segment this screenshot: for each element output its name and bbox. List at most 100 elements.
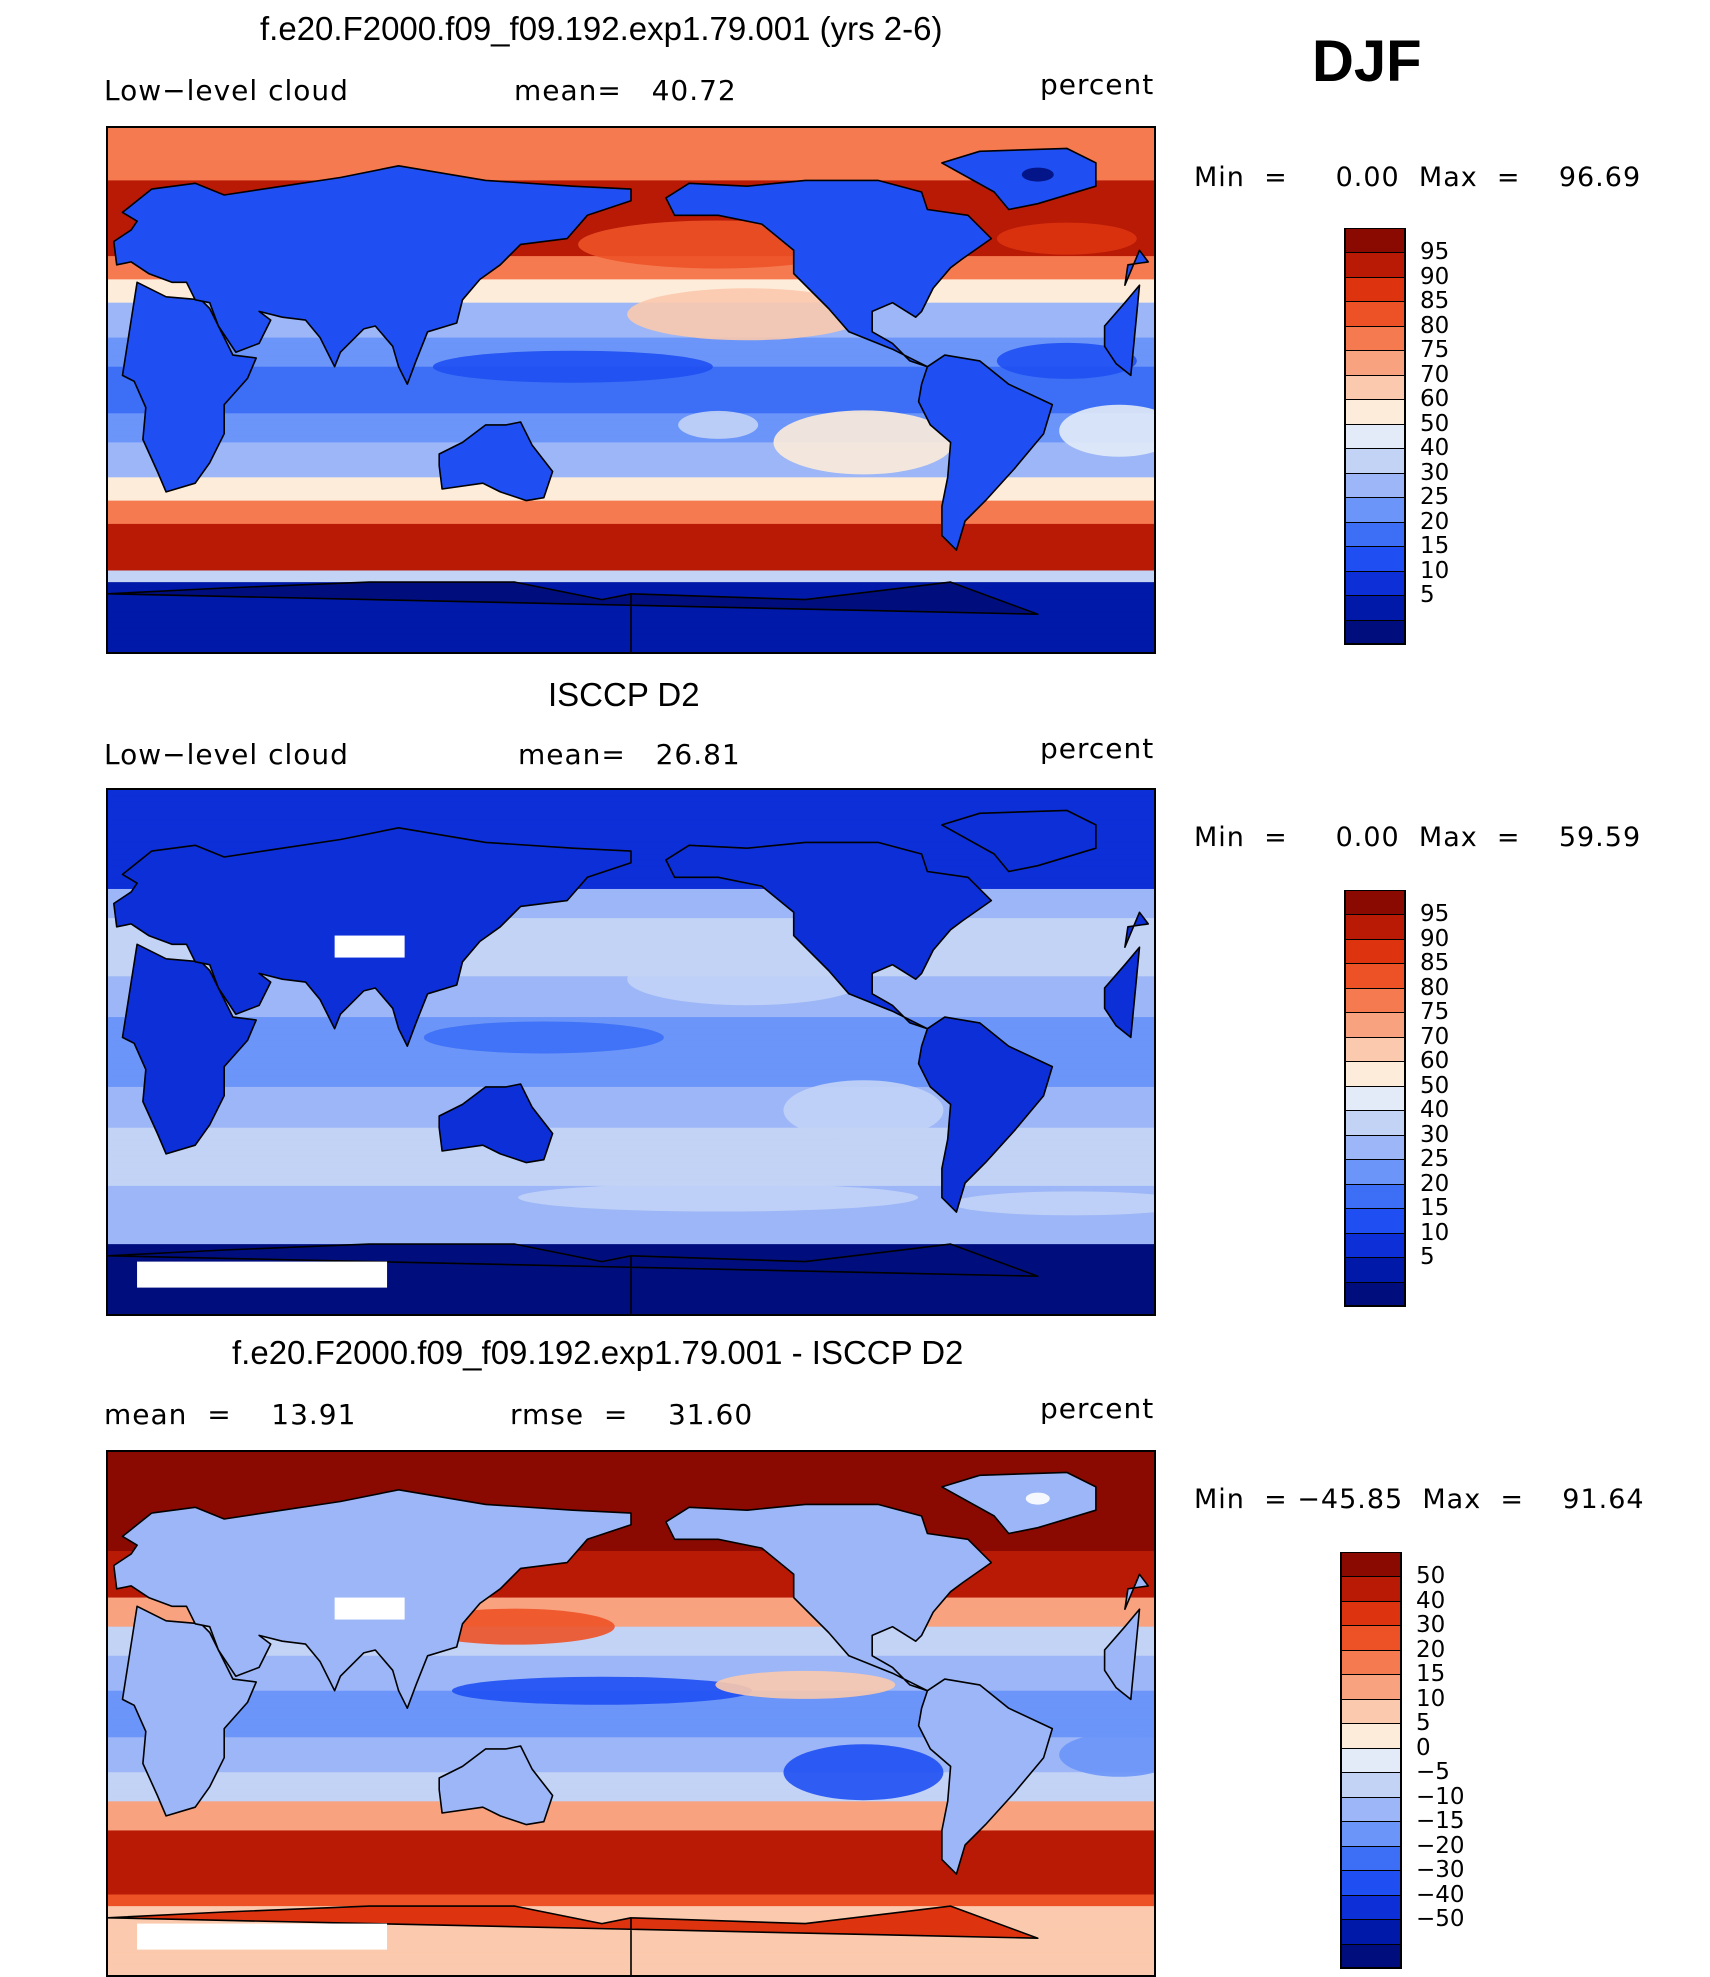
zonal-band xyxy=(108,1714,1154,1721)
zonal-band xyxy=(108,1005,1154,1013)
zonal-band xyxy=(108,1022,1154,1030)
zonal-band xyxy=(108,1527,1154,1535)
zonal-band xyxy=(108,291,1154,298)
zonal-band xyxy=(108,1836,1154,1843)
colorbar-tick-label: 40 xyxy=(1416,1587,1446,1614)
zonal-band xyxy=(108,1104,1154,1112)
continent-outline xyxy=(1103,284,1141,377)
zonal-band xyxy=(108,1655,1154,1663)
mean-label: mean= 26.81 xyxy=(518,738,741,771)
colorbar-tick-label: 60 xyxy=(1420,1048,1450,1075)
stratocumulus-deck xyxy=(1059,404,1154,457)
colorbar-swatch xyxy=(1344,1257,1406,1283)
colorbar-tick-label: 20 xyxy=(1416,1636,1446,1663)
zonal-band xyxy=(108,1603,1154,1610)
continent-outline xyxy=(438,1083,554,1164)
zonal-band xyxy=(108,987,1154,995)
mean-label: mean= 40.72 xyxy=(514,74,737,107)
colorbar-tick-label: 25 xyxy=(1420,484,1450,511)
zonal-band xyxy=(108,1877,1154,1884)
zonal-band xyxy=(108,801,1154,809)
colorbar-swatch xyxy=(1344,1208,1406,1234)
zonal-band xyxy=(108,1911,1154,1919)
storm-track xyxy=(996,222,1137,255)
units-label: percent xyxy=(1040,68,1155,101)
continent-outline xyxy=(917,354,1054,551)
season-label: DJF xyxy=(1312,29,1422,94)
zonal-band xyxy=(108,964,1154,972)
zonal-band xyxy=(108,1830,1154,1838)
zonal-band xyxy=(108,819,1154,826)
zonal-band xyxy=(108,1011,1154,1018)
colorbar-swatch xyxy=(1340,1894,1402,1921)
continent-outline xyxy=(941,809,1097,873)
units-label: percent xyxy=(1040,732,1155,765)
negative-bias xyxy=(783,1744,944,1801)
map-canvas xyxy=(108,1452,1154,1975)
continent-outline xyxy=(917,1016,1054,1213)
zonal-band xyxy=(108,1673,1154,1680)
continent-outline xyxy=(438,421,554,502)
zonal-band xyxy=(108,541,1154,548)
zonal-band xyxy=(108,1249,1154,1257)
zonal-band xyxy=(108,1754,1154,1762)
zonal-band xyxy=(108,947,1154,954)
zonal-band xyxy=(108,1121,1154,1129)
zonal-band xyxy=(108,430,1154,438)
zonal-band xyxy=(108,1783,1154,1791)
zonal-band xyxy=(108,1766,1154,1774)
stratocumulus-deck xyxy=(773,410,954,475)
map-obs xyxy=(106,788,1156,1316)
colorbar-tick-label: 80 xyxy=(1420,312,1450,339)
panel-title: f.e20.F2000.f09_f09.192.exp1.79.001 - IS… xyxy=(232,1334,964,1371)
zonal-band xyxy=(108,529,1154,537)
colorbar-tick-label: 15 xyxy=(1420,1195,1450,1222)
colorbar-swatch xyxy=(1344,987,1406,1014)
zonal-band xyxy=(108,1145,1154,1152)
units-label: percent xyxy=(1040,1392,1155,1425)
zonal-band xyxy=(108,1463,1154,1471)
continent-outline xyxy=(113,165,632,385)
zonal-band xyxy=(108,1069,1154,1077)
colorbar-swatch xyxy=(1344,497,1406,523)
colorbar-swatch xyxy=(1340,1649,1402,1676)
zonal-band xyxy=(108,419,1154,426)
colorbar: 95 90 85 80 75 70 60 50 40 30 25 20 15 10 5 xyxy=(1344,228,1449,645)
continent-outline xyxy=(1103,946,1141,1039)
zonal-band xyxy=(108,494,1154,502)
colorbar-swatch xyxy=(1340,1821,1402,1847)
colorbar-swatch xyxy=(1344,1061,1406,1087)
colorbar-tick-label: 90 xyxy=(1420,925,1450,952)
colorbar-tick-label: 25 xyxy=(1420,1146,1450,1173)
continent-outline xyxy=(1124,249,1149,286)
zonal-band xyxy=(108,1789,1154,1797)
continent-outline xyxy=(917,1678,1054,1875)
zonal-band xyxy=(108,1580,1154,1587)
colorbar-swatch xyxy=(1344,252,1406,278)
zonal-band xyxy=(108,407,1154,415)
zonal-band xyxy=(108,1748,1154,1756)
colorbar-tick-label: 5 xyxy=(1420,582,1435,609)
zonal-band xyxy=(108,325,1154,333)
colorbar-swatch xyxy=(1344,1159,1406,1185)
zonal-band xyxy=(108,553,1154,560)
colorbar-swatch xyxy=(1340,1674,1402,1700)
colorbar-swatch xyxy=(1340,1698,1402,1725)
zonal-band xyxy=(108,273,1154,281)
missing-data-region xyxy=(334,935,405,958)
zonal-band xyxy=(108,1865,1154,1872)
zonal-band xyxy=(108,1906,1154,1913)
zonal-band xyxy=(108,795,1154,803)
colorbar-tick-label: 30 xyxy=(1416,1612,1446,1639)
zonal-band xyxy=(108,157,1154,164)
continent-outline xyxy=(108,581,1039,652)
zonal-band xyxy=(108,1081,1154,1088)
colorbar-tick-label: −20 xyxy=(1416,1832,1465,1859)
zonal-band xyxy=(108,1562,1154,1570)
min-max-label: Min = −45.85 Max = 91.64 xyxy=(1194,1484,1645,1515)
zonal-band xyxy=(108,1888,1154,1896)
colorbar-tick-label: 70 xyxy=(1420,1023,1450,1050)
zonal-band xyxy=(108,1807,1154,1814)
zonal-band xyxy=(108,168,1154,176)
zonal-band xyxy=(108,918,1154,925)
